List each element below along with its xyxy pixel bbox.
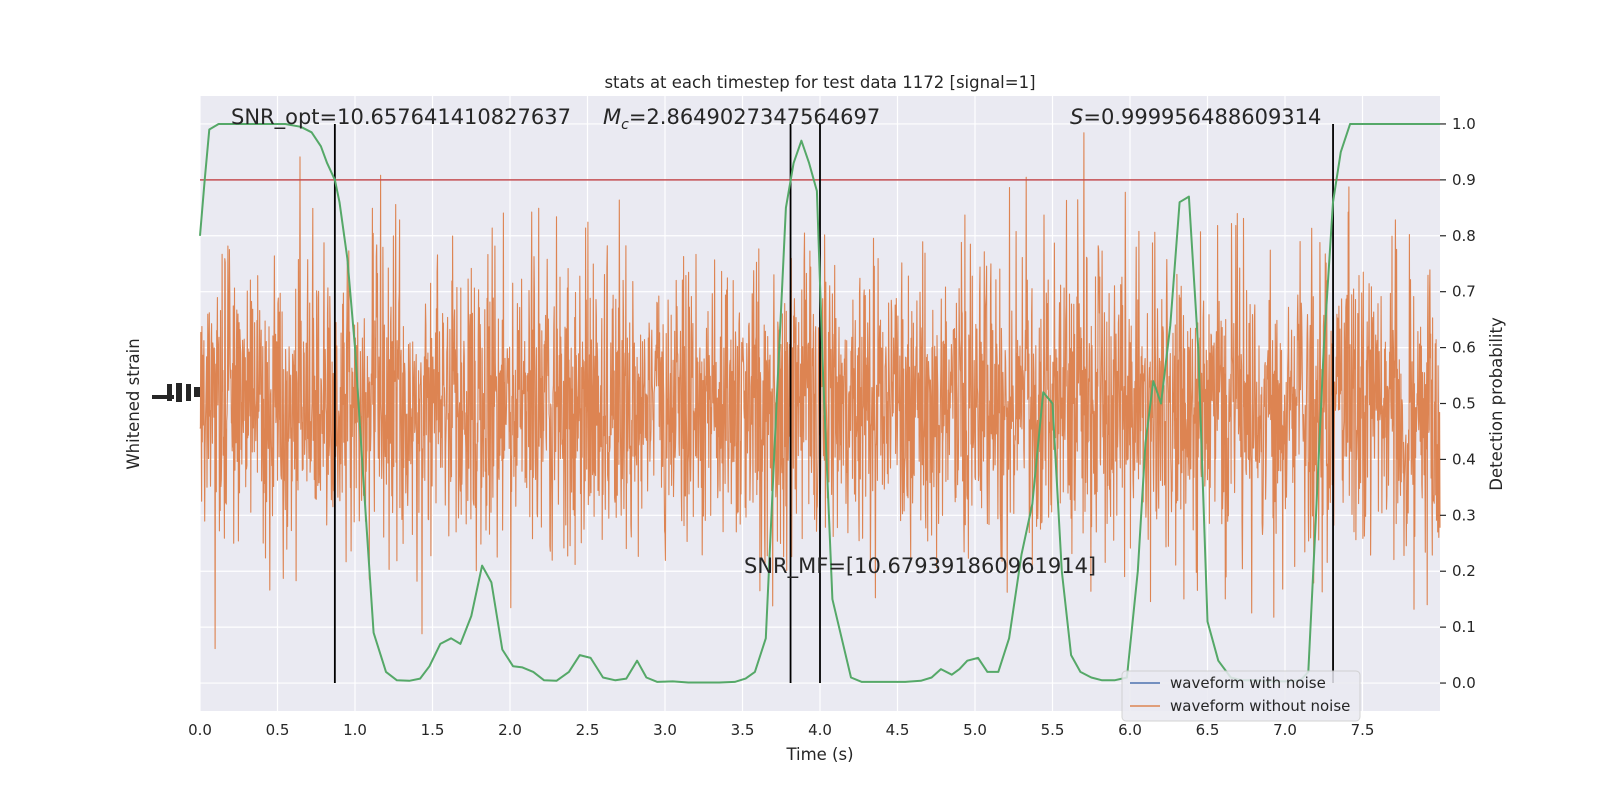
left-tick-cluster bbox=[167, 384, 172, 401]
s-score-value: =0.999956488609314 bbox=[1083, 105, 1321, 129]
y-right-tick-label: 0.6 bbox=[1452, 339, 1476, 357]
x-tick-label: 6.0 bbox=[1118, 721, 1142, 739]
legend-label-without-noise: waveform without noise bbox=[1170, 697, 1350, 715]
y-right-tick-label: 0.3 bbox=[1452, 506, 1476, 524]
x-tick-label: 5.0 bbox=[963, 721, 987, 739]
x-tick-label: 0.0 bbox=[188, 721, 212, 739]
chirp-mass-symbol: M bbox=[603, 105, 621, 129]
x-axis-title: Time (s) bbox=[785, 745, 853, 764]
tick-layer: 0.0 0.5 1.0 1.5 2.0 2.5 3.0 3.5 4.0 4.5 5.0 5.5 6.0 6… bbox=[188, 115, 1476, 739]
y-right-tick-label: 0.4 bbox=[1452, 450, 1476, 468]
y-right-tick-label: 0.5 bbox=[1452, 395, 1476, 413]
x-tick-label: 1.5 bbox=[421, 721, 445, 739]
y-right-tick-label: 0.9 bbox=[1452, 171, 1476, 189]
y-right-tick-label: 0.2 bbox=[1452, 562, 1476, 580]
detection-probability-line bbox=[199, 123, 1440, 684]
chirp-mass-subscript: c bbox=[621, 117, 629, 133]
x-tick-label: 5.5 bbox=[1041, 721, 1065, 739]
probability-layer bbox=[199, 123, 1440, 684]
x-tick-label: 7.5 bbox=[1351, 721, 1375, 739]
left-tick-cluster bbox=[152, 395, 174, 399]
left-axis-layer bbox=[152, 383, 200, 402]
x-tick-label: 3.5 bbox=[731, 721, 755, 739]
x-tick-label: 6.5 bbox=[1196, 721, 1220, 739]
chirp-mass-annotation: Mc=2.8649027347564697 bbox=[603, 105, 880, 133]
y-right-tick-label: 0.0 bbox=[1452, 674, 1476, 692]
x-tick-label: 2.5 bbox=[576, 721, 600, 739]
left-tick-cluster bbox=[176, 383, 182, 402]
left-tick-cluster bbox=[186, 384, 191, 401]
right-axis-title: Detection probability bbox=[1487, 317, 1506, 491]
snr-mf-annotation: SNR_MF=[10.679391860961914] bbox=[744, 554, 1096, 579]
x-tick-label: 4.0 bbox=[808, 721, 832, 739]
y-right-tick-label: 0.8 bbox=[1452, 227, 1476, 245]
snr-opt-annotation: SNR_opt=10.657641410827637 bbox=[231, 105, 571, 130]
y-right-tick-label: 0.7 bbox=[1452, 283, 1476, 301]
x-tick-label: 4.5 bbox=[886, 721, 910, 739]
x-tick-label: 7.0 bbox=[1273, 721, 1297, 739]
x-tick-label: 3.0 bbox=[653, 721, 677, 739]
chart-title: stats at each timestep for test data 117… bbox=[604, 73, 1035, 92]
y-right-tick-label: 0.1 bbox=[1452, 618, 1476, 636]
x-tick-label: 1.0 bbox=[343, 721, 367, 739]
y-right-tick-label: 1.0 bbox=[1452, 115, 1476, 133]
x-tick-label: 0.5 bbox=[266, 721, 290, 739]
legend: waveform with noise waveform without noi… bbox=[1121, 670, 1361, 722]
legend-box bbox=[1121, 670, 1361, 722]
s-score-symbol: S bbox=[1070, 105, 1083, 129]
legend-label-with-noise: waveform with noise bbox=[1170, 674, 1326, 692]
x-tick-label: 2.0 bbox=[498, 721, 522, 739]
left-tick-cluster bbox=[194, 387, 200, 397]
s-score-annotation: S=0.999956488609314 bbox=[1070, 105, 1321, 129]
left-axis-title: Whitened strain bbox=[124, 338, 143, 469]
chirp-mass-value: =2.8649027347564697 bbox=[629, 105, 880, 129]
